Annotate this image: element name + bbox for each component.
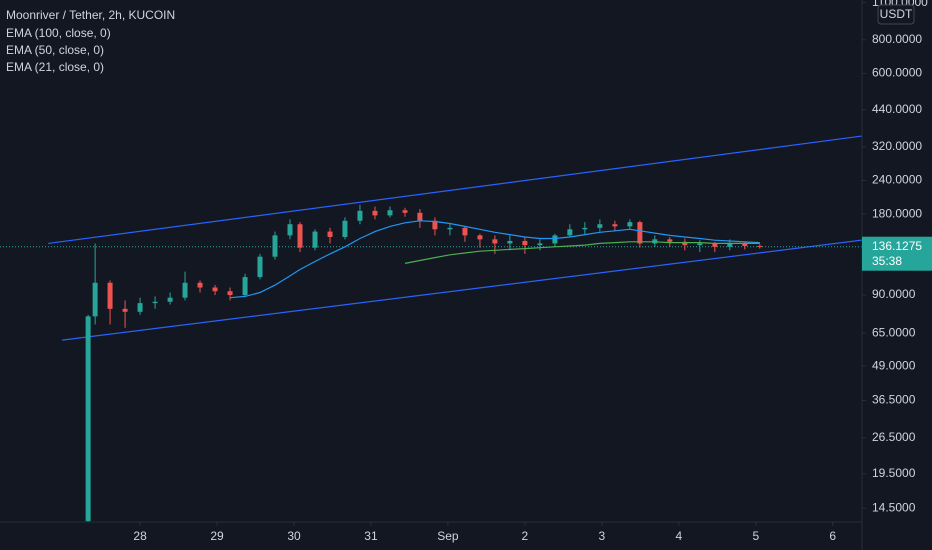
currency-button[interactable] xyxy=(877,4,915,25)
candle-body xyxy=(372,210,378,216)
x-tick-label: 28 xyxy=(133,529,147,543)
candle-body xyxy=(182,282,188,298)
candle-body xyxy=(537,243,543,246)
candle-body xyxy=(257,256,263,278)
candle-body xyxy=(402,210,408,213)
candle-body xyxy=(637,222,643,244)
candle-body xyxy=(212,287,218,292)
candle-body xyxy=(287,224,293,236)
candle-body xyxy=(492,239,498,244)
x-tick-label: 3 xyxy=(599,529,606,543)
candle-body xyxy=(727,243,733,247)
y-tick-label: 240.0000 xyxy=(872,173,922,187)
trend-line xyxy=(62,239,862,341)
x-tick-label: 6 xyxy=(829,529,836,543)
y-tick-label: 320.0000 xyxy=(872,139,922,153)
candle-body xyxy=(477,235,483,240)
candle-body xyxy=(567,229,573,236)
y-tick-label: 14.5000 xyxy=(872,501,916,515)
candle-body xyxy=(312,231,318,248)
y-tick-label: 1100.0000 xyxy=(872,0,928,9)
candle-body xyxy=(122,308,128,312)
candle-body xyxy=(682,241,688,246)
x-tick-label: 30 xyxy=(287,529,301,543)
plot-area xyxy=(0,135,862,522)
y-tick-label: 800.0000 xyxy=(872,32,922,46)
x-tick-label: 31 xyxy=(364,529,378,543)
axes: 1100.0000 800.0000 600.0000 440.0000 320.000… xyxy=(133,0,928,543)
y-tick-label: 49.0000 xyxy=(872,358,916,372)
candle-body xyxy=(627,222,633,227)
candle-body xyxy=(582,227,588,230)
ema-line xyxy=(404,241,760,264)
candle-body xyxy=(612,224,618,227)
candle-body xyxy=(327,231,333,237)
x-tick-label: 2 xyxy=(522,529,529,543)
candle-body xyxy=(742,243,748,246)
candle-body xyxy=(107,282,113,309)
price-tag xyxy=(862,236,932,271)
y-tick-label: 600.0000 xyxy=(872,66,922,80)
y-tick-label: 440.0000 xyxy=(872,102,922,116)
x-tick-label: Sep xyxy=(437,529,459,543)
candle-body xyxy=(387,210,393,216)
candle-body xyxy=(697,243,703,246)
price-tag-label: 136.1275 xyxy=(872,239,922,253)
legend-entry: EMA (100, close, 0) xyxy=(6,26,111,40)
candle-body xyxy=(462,227,468,236)
y-tick-label: 65.0000 xyxy=(872,325,916,339)
countdown-label: 35:38 xyxy=(872,254,902,268)
candle-body xyxy=(167,297,173,302)
x-tick-label: 4 xyxy=(675,529,682,543)
candle-body xyxy=(137,303,143,312)
currency-label[interactable]: USDT xyxy=(880,7,913,21)
y-tick-label: 90.0000 xyxy=(872,287,916,301)
candle-body xyxy=(667,239,673,242)
y-tick-label: 19.5000 xyxy=(872,466,916,480)
candle-body xyxy=(712,243,718,247)
candle-body xyxy=(197,282,203,288)
candle-body xyxy=(92,282,98,317)
candle-body xyxy=(85,316,91,522)
candle-body xyxy=(757,245,763,247)
candle-body xyxy=(417,212,423,221)
candle-body xyxy=(297,224,303,248)
candle-body xyxy=(357,210,363,221)
ema-line xyxy=(229,220,760,299)
candle-body xyxy=(552,235,558,244)
candle-body xyxy=(597,224,603,228)
x-tick-label: 5 xyxy=(752,529,759,543)
candle-body xyxy=(152,301,158,304)
candle-body xyxy=(342,220,348,237)
candle-body xyxy=(447,227,453,230)
y-tick-label: 36.5000 xyxy=(872,393,916,407)
candle-body xyxy=(227,291,233,296)
legend-entry: EMA (21, close, 0) xyxy=(6,60,104,74)
chart-title: Moonriver / Tether, 2h, KUCOIN xyxy=(6,8,175,22)
x-tick-label: 29 xyxy=(210,529,224,543)
candle-body xyxy=(432,220,438,230)
candle-body xyxy=(272,235,278,257)
candle-body xyxy=(522,240,528,246)
trend-line xyxy=(48,135,862,245)
y-tick-label: 26.5000 xyxy=(872,430,916,444)
candle-body xyxy=(507,240,513,244)
legend-entry: EMA (50, close, 0) xyxy=(6,43,104,57)
y-tick-label: 180.0000 xyxy=(872,206,922,220)
candle-body xyxy=(242,277,248,296)
